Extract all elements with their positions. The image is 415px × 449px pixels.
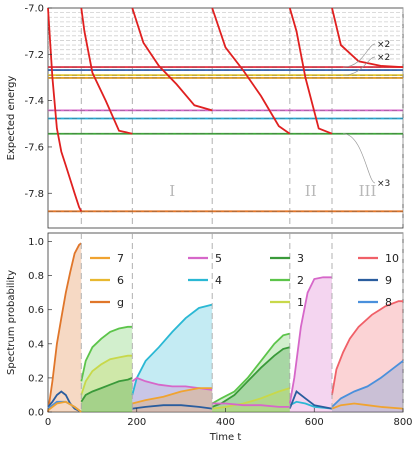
energy-panel: I II III×2×2×3-7.0-7.2-7.4-7.6-7.8Expected… bbox=[6, 4, 404, 229]
legend-label: 3 bbox=[297, 252, 304, 265]
legend-label: 4 bbox=[215, 274, 222, 287]
expected-energy-curve bbox=[131, 7, 213, 112]
probability-curve bbox=[331, 360, 404, 408]
multiplicity-annotation: ×3 bbox=[377, 179, 390, 189]
expected-energy-curve bbox=[211, 7, 291, 135]
x-tick-label: 200 bbox=[127, 417, 146, 428]
probability-area bbox=[212, 347, 290, 412]
expected-energy-curve bbox=[47, 7, 83, 212]
probability-curve bbox=[47, 242, 82, 413]
y-tick-label: -7.2 bbox=[24, 50, 44, 61]
x-tick-label: 800 bbox=[393, 417, 412, 428]
probability-curve bbox=[211, 346, 291, 408]
legend-label: 5 bbox=[215, 252, 222, 265]
y-tick-label: 0.6 bbox=[28, 305, 44, 316]
region-label: I bbox=[169, 182, 175, 200]
legend-label: 7 bbox=[117, 252, 124, 265]
y-axis-title: Spectrum probability bbox=[6, 270, 17, 375]
probability-area bbox=[332, 301, 403, 412]
probability-panel: 7 6 g 5 4 3 2 1 10 9 8 0.0 0.2 0.4 0.6 0.8 1.0 0 200 400 600… bbox=[6, 232, 413, 443]
legend-label: 1 bbox=[297, 296, 304, 309]
legend-label: 2 bbox=[297, 274, 304, 287]
probability-curve bbox=[331, 300, 403, 396]
y-axis-title: Expected energy bbox=[6, 76, 17, 161]
y-tick-label: 0.2 bbox=[28, 373, 44, 384]
probability-curve bbox=[47, 400, 82, 413]
legend-label: 8 bbox=[385, 296, 392, 309]
probability-plot-frame bbox=[47, 232, 404, 413]
probability-curve bbox=[80, 325, 133, 382]
probability-area bbox=[212, 333, 290, 412]
x-tick-label: 400 bbox=[216, 417, 235, 428]
probability-curve bbox=[288, 390, 333, 410]
annotation-leader bbox=[342, 56, 376, 76]
probability-area bbox=[81, 377, 133, 412]
y-tick-label: 0.0 bbox=[28, 408, 44, 419]
y-tick-label: -7.4 bbox=[24, 96, 44, 107]
region-label: III bbox=[359, 182, 377, 200]
probability-curve bbox=[47, 390, 82, 413]
probability-curve bbox=[288, 276, 332, 404]
y-tick-label: -7.0 bbox=[24, 4, 44, 15]
legend-label: 10 bbox=[385, 252, 399, 265]
probability-curve bbox=[211, 332, 291, 405]
annotation-leader bbox=[342, 43, 376, 68]
probability-curve bbox=[80, 377, 133, 403]
y-tick-label: 0.8 bbox=[28, 271, 44, 282]
probability-curve bbox=[212, 387, 291, 410]
probability-area bbox=[132, 304, 213, 412]
probability-area bbox=[48, 243, 82, 412]
probability-curve bbox=[212, 402, 290, 408]
y-tick-label: 1.0 bbox=[28, 237, 44, 248]
probability-curve bbox=[132, 404, 213, 410]
y-tick-label: -7.6 bbox=[24, 142, 44, 153]
expected-energy-curve bbox=[288, 7, 333, 135]
multiplicity-annotation: ×2 bbox=[377, 53, 390, 63]
x-tick-label: 0 bbox=[45, 417, 51, 428]
x-axis-title: Time t bbox=[209, 432, 242, 443]
probability-curve bbox=[289, 400, 333, 410]
y-tick-label: 0.4 bbox=[28, 339, 44, 350]
probability-curve bbox=[131, 303, 213, 396]
probability-curve bbox=[331, 402, 404, 410]
probability-curve bbox=[80, 354, 133, 396]
probability-area bbox=[81, 355, 133, 412]
legend-label: 6 bbox=[117, 274, 124, 287]
legend-label: g bbox=[117, 296, 124, 309]
x-tick-label: 600 bbox=[305, 417, 324, 428]
multiplicity-annotation: ×2 bbox=[377, 40, 390, 50]
annotation-leader bbox=[342, 133, 376, 184]
probability-curve bbox=[132, 387, 213, 405]
probability-area bbox=[289, 277, 332, 412]
expected-energy-curve bbox=[80, 7, 133, 135]
region-label: II bbox=[305, 182, 317, 200]
legend-label: 9 bbox=[385, 274, 392, 287]
y-tick-label: -7.8 bbox=[24, 189, 44, 200]
